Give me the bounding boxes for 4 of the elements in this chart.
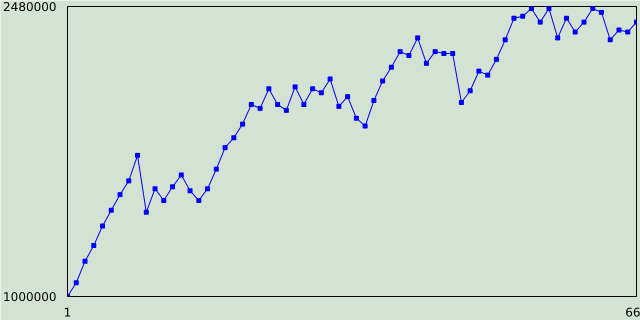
x-tick-label: 1 bbox=[64, 306, 72, 320]
y-tick-label: 1000000 bbox=[3, 290, 57, 304]
x-tick-label: 66 bbox=[625, 306, 640, 320]
y-tick-label: 2480000 bbox=[3, 0, 57, 14]
